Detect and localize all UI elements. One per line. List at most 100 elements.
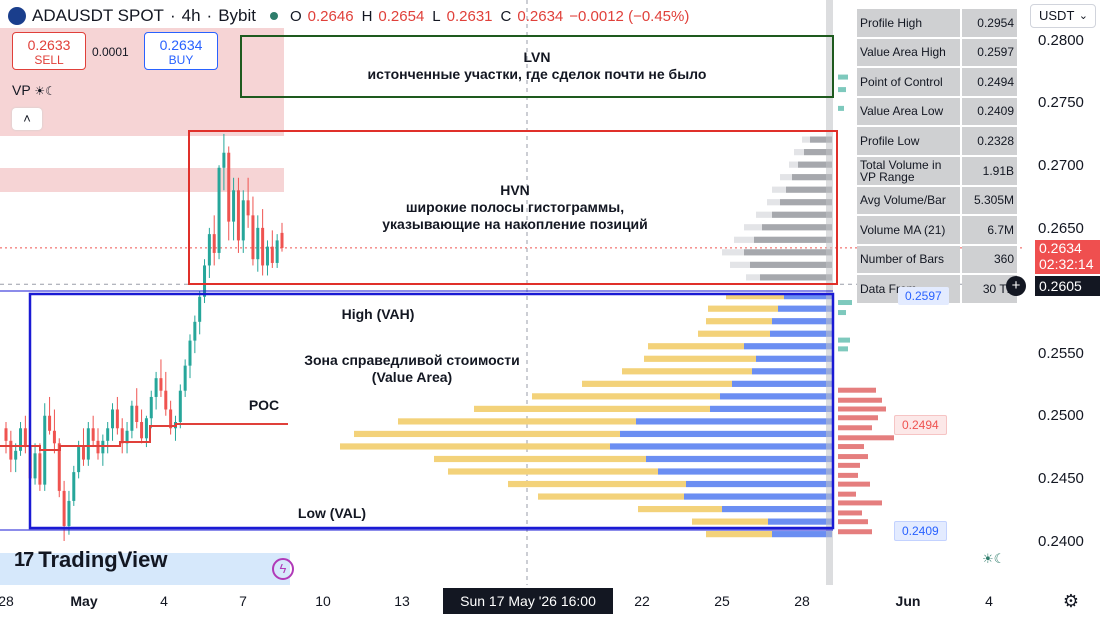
crosshair-price-tag: 0.2605 [1035, 276, 1100, 296]
tv-logo-icon: 17 [14, 548, 34, 571]
profile-up-volume-bar [746, 274, 760, 281]
profile-up-volume-bar [802, 136, 810, 143]
volume-delta-bar [838, 387, 876, 393]
stats-value: 5.305M [962, 186, 1017, 214]
stats-label: Value Area Low [857, 97, 960, 125]
candle-body [96, 440, 100, 454]
candle-body [57, 443, 61, 491]
profile-down-volume-bar [772, 318, 832, 325]
volume-delta-bar [838, 481, 870, 487]
candle-body [256, 227, 260, 260]
currency-select[interactable]: USDT ⌄ [1030, 4, 1096, 28]
candle-body [81, 447, 85, 460]
volume-delta-bar [838, 454, 868, 460]
candle-body [154, 378, 158, 397]
profile-down-volume-bar [754, 236, 832, 243]
profile-up-volume-bar [756, 211, 772, 218]
profile-up-volume-bar [340, 443, 610, 450]
candle-body [183, 365, 187, 391]
stats-row: Total Volume in VP Range 1.91B [857, 156, 1017, 185]
profile-down-volume-bar [772, 531, 832, 538]
profile-up-volume-bar [708, 305, 778, 312]
stats-value: 0.2954 [962, 9, 1017, 37]
candle-body [178, 390, 182, 423]
stats-value: 360 [962, 245, 1017, 273]
volume-delta-bar [838, 529, 872, 535]
lvn-text: истонченные участки, где сделок почти не… [367, 66, 707, 82]
chart-settings-gear-icon[interactable]: ⚙ [1062, 591, 1080, 611]
stats-label: Volume MA (21) [857, 216, 960, 244]
val-annotation: Low (VAL) [297, 505, 367, 521]
candle-body [77, 447, 81, 473]
time-tick-label: May [70, 593, 98, 609]
stats-value: 0.2328 [962, 127, 1017, 155]
stats-label: Profile High [857, 9, 960, 37]
time-tick-label: 10 [315, 593, 331, 609]
profile-down-volume-bar [762, 224, 832, 231]
hvn-title: HVN [500, 182, 530, 198]
change-value: −0.0012 (−0.45%) [569, 7, 690, 25]
high-value: 0.2654 [378, 7, 425, 25]
theme-toggle-icon[interactable]: ☀☾ [982, 551, 1006, 566]
value-area-annotation: Зона справедливой стоимости (Value Area) [282, 352, 542, 386]
candle-body [72, 472, 76, 501]
time-tick-label: 13 [394, 593, 410, 609]
candle-body [4, 428, 8, 441]
price-tick-label: 0.2700 [1038, 157, 1084, 174]
poc-annotation: POC [248, 397, 280, 413]
interval[interactable]: 4h [181, 6, 201, 25]
vp-stats-table: Profile High 0.2954 Value Area High 0.2597 P… [855, 7, 1019, 305]
candle-body [193, 321, 197, 341]
cardano-logo-icon [8, 7, 26, 25]
profile-up-volume-bar [794, 149, 804, 156]
indicator-legend[interactable]: VP ☀☾ [12, 82, 56, 98]
poc-price-tag: 0.2494 [894, 415, 947, 435]
profile-up-volume-bar [622, 368, 752, 375]
candle-body [227, 152, 231, 222]
tradingview-logo[interactable]: 17 TradingView [14, 547, 168, 572]
profile-down-volume-bar [620, 430, 832, 438]
volume-delta-bar [838, 397, 882, 403]
candle-body [19, 428, 23, 451]
candle-body [280, 232, 284, 248]
hvn-text-2: указывающие на накопление позиций [382, 216, 648, 232]
collapse-legend-button[interactable]: ˄ [12, 108, 42, 130]
volume-delta-bar [838, 87, 846, 93]
candle-body [33, 453, 37, 479]
hvn-text-1: широкие полосы гистограммы, [405, 199, 625, 215]
stats-row: Value Area High 0.2597 [857, 38, 1017, 66]
stats-label: Avg Volume/Bar [857, 186, 960, 214]
lightning-icon[interactable]: ϟ [272, 558, 294, 580]
candle-body [115, 409, 119, 429]
exchange: Bybit [218, 6, 256, 25]
volume-delta-bar [838, 444, 864, 450]
sell-button[interactable]: 0.2633 SELL [12, 32, 86, 70]
candle-body [149, 396, 153, 419]
spread-value: 0.0001 [92, 45, 129, 59]
stats-value: 6.7M [962, 216, 1017, 244]
profile-up-volume-bar [474, 405, 710, 412]
candle-body [203, 265, 207, 297]
candle-body [246, 200, 250, 216]
buy-button[interactable]: 0.2634 BUY [144, 32, 218, 70]
symbol-name[interactable]: ADAUSDT SPOT [32, 6, 164, 25]
hvn-annotation: HVN широкие полосы гистограммы, указываю… [240, 182, 790, 233]
profile-down-volume-bar [646, 455, 832, 463]
candle-body [144, 418, 148, 439]
close-value: 0.2634 [517, 7, 564, 25]
profile-up-volume-bar [582, 380, 732, 387]
candle-body [159, 378, 163, 391]
profile-up-volume-bar [508, 480, 686, 488]
profile-up-volume-bar [772, 186, 786, 193]
add-alert-plus-icon[interactable]: + [1006, 276, 1026, 296]
profile-up-volume-bar [706, 531, 772, 538]
profile-down-volume-bar [786, 186, 832, 193]
time-tick-label: 4 [985, 593, 993, 609]
lvn-box [240, 35, 834, 98]
profile-down-volume-bar [778, 305, 832, 312]
stats-label: Value Area High [857, 38, 960, 66]
volume-delta-bar [838, 435, 894, 441]
volume-delta-bar [838, 300, 852, 306]
